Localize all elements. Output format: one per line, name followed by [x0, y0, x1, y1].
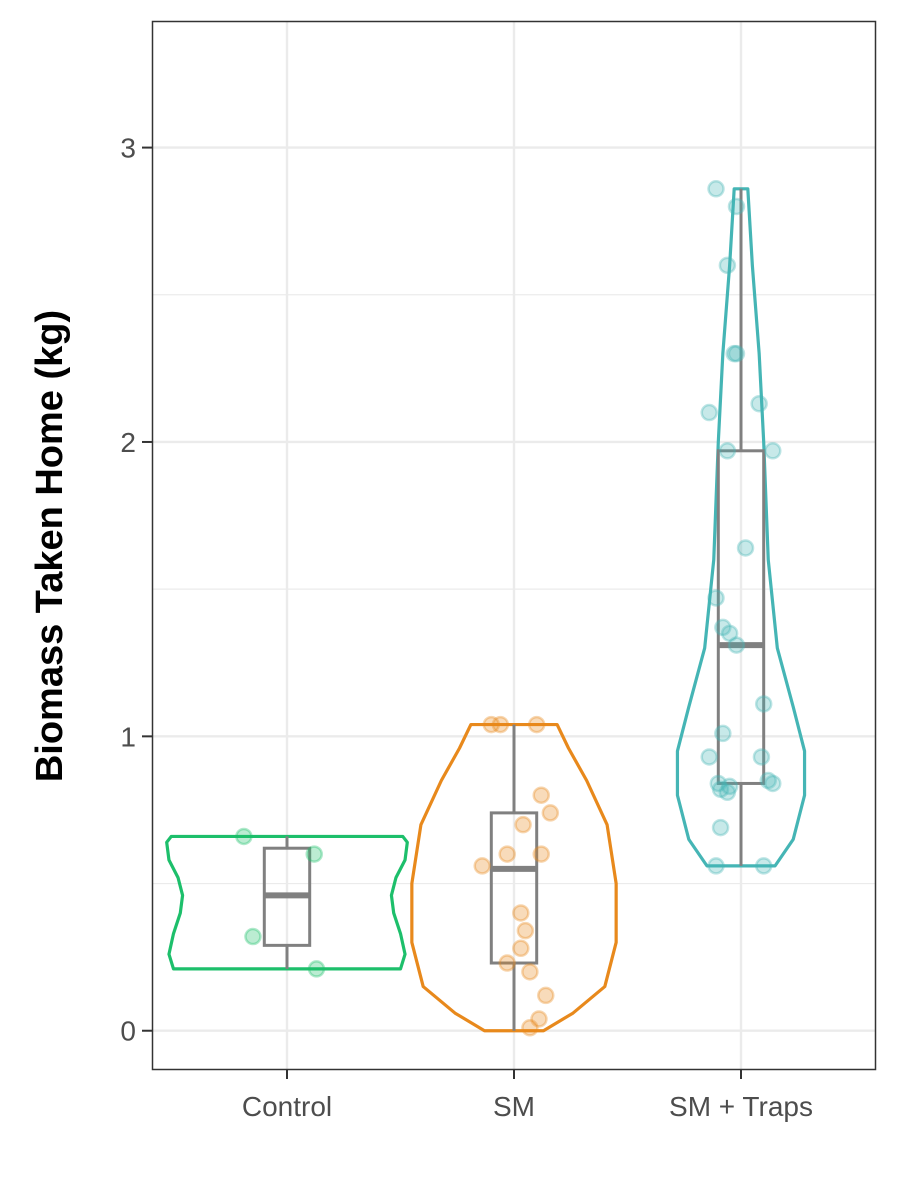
y-axis-title: Biomass Taken Home (kg) [29, 310, 71, 782]
data-point-sm-traps [718, 442, 737, 460]
box-sm-traps [716, 449, 766, 785]
data-point-sm [514, 815, 532, 834]
data-point-sm-traps [750, 394, 768, 413]
group-sm-traps [675, 180, 807, 875]
data-point-sm [521, 963, 539, 981]
violin-sm-traps [675, 187, 807, 868]
y-tick-label: 0 [120, 1016, 136, 1047]
data-point-sm-traps [718, 256, 737, 275]
data-point-sm-traps [754, 695, 773, 713]
data-point-sm [482, 715, 501, 734]
data-point-sm-traps [759, 771, 777, 790]
y-tick-label: 3 [120, 133, 136, 164]
data-point-control [235, 827, 253, 846]
data-point-sm [530, 1010, 548, 1028]
grid-lines [152, 21, 876, 1069]
axes: 0 1 2 3 Control SM SM + Traps [120, 133, 813, 1122]
data-point-sm [521, 1019, 539, 1037]
y-tick-label: 2 [120, 427, 136, 458]
data-point-sm-traps [725, 344, 743, 363]
data-point-sm-traps [714, 618, 732, 637]
x-tick-label-sm-traps: SM + Traps [669, 1091, 813, 1122]
data-point-control [307, 960, 326, 978]
data-point-sm-traps [764, 442, 782, 460]
data-point-sm-traps [764, 774, 782, 793]
box-sm [489, 811, 539, 965]
data-point-sm [512, 939, 530, 958]
data-point-sm-traps [752, 748, 771, 766]
data-point-sm-traps [707, 180, 725, 198]
data-point-sm-traps [700, 403, 718, 422]
data-point-sm [473, 857, 491, 875]
data-point-sm [537, 986, 555, 1005]
data-point-sm [527, 715, 546, 734]
data-point-control [305, 845, 323, 863]
data-point-sm-traps [754, 857, 773, 875]
data-point-sm-traps [727, 344, 746, 363]
group-control [165, 827, 409, 978]
group-sm [410, 715, 618, 1037]
data-point-sm-traps [720, 624, 739, 643]
data-point-sm-traps [700, 748, 718, 766]
data-point-sm [512, 904, 530, 922]
data-point-sm [498, 954, 516, 972]
data-point-sm [532, 845, 550, 863]
data-point-sm-traps [714, 724, 732, 743]
data-point-sm-traps [718, 783, 737, 802]
data-point-sm-traps [711, 780, 730, 799]
data-point-sm-traps [727, 636, 746, 654]
data-point-sm-traps [709, 774, 728, 793]
data-point-sm-traps [707, 857, 725, 875]
data-point-sm-traps [736, 539, 755, 557]
data-point-sm [541, 804, 560, 822]
data-point-sm-traps [707, 589, 725, 607]
x-tick-label-control: Control [242, 1091, 332, 1122]
data-point-sm-traps [727, 197, 746, 216]
chart-marks [165, 180, 807, 1037]
data-point-sm-traps [711, 818, 730, 837]
data-point-control [244, 927, 262, 946]
data-point-sm-traps [720, 777, 739, 796]
violin-sm [410, 722, 618, 1033]
y-tick-label: 1 [120, 721, 136, 752]
x-tick-label-sm: SM [493, 1091, 535, 1122]
data-point-sm [516, 921, 535, 940]
data-point-sm [498, 845, 516, 863]
data-point-sm [532, 786, 550, 804]
violin-control [165, 834, 409, 971]
data-point-sm [491, 715, 510, 734]
